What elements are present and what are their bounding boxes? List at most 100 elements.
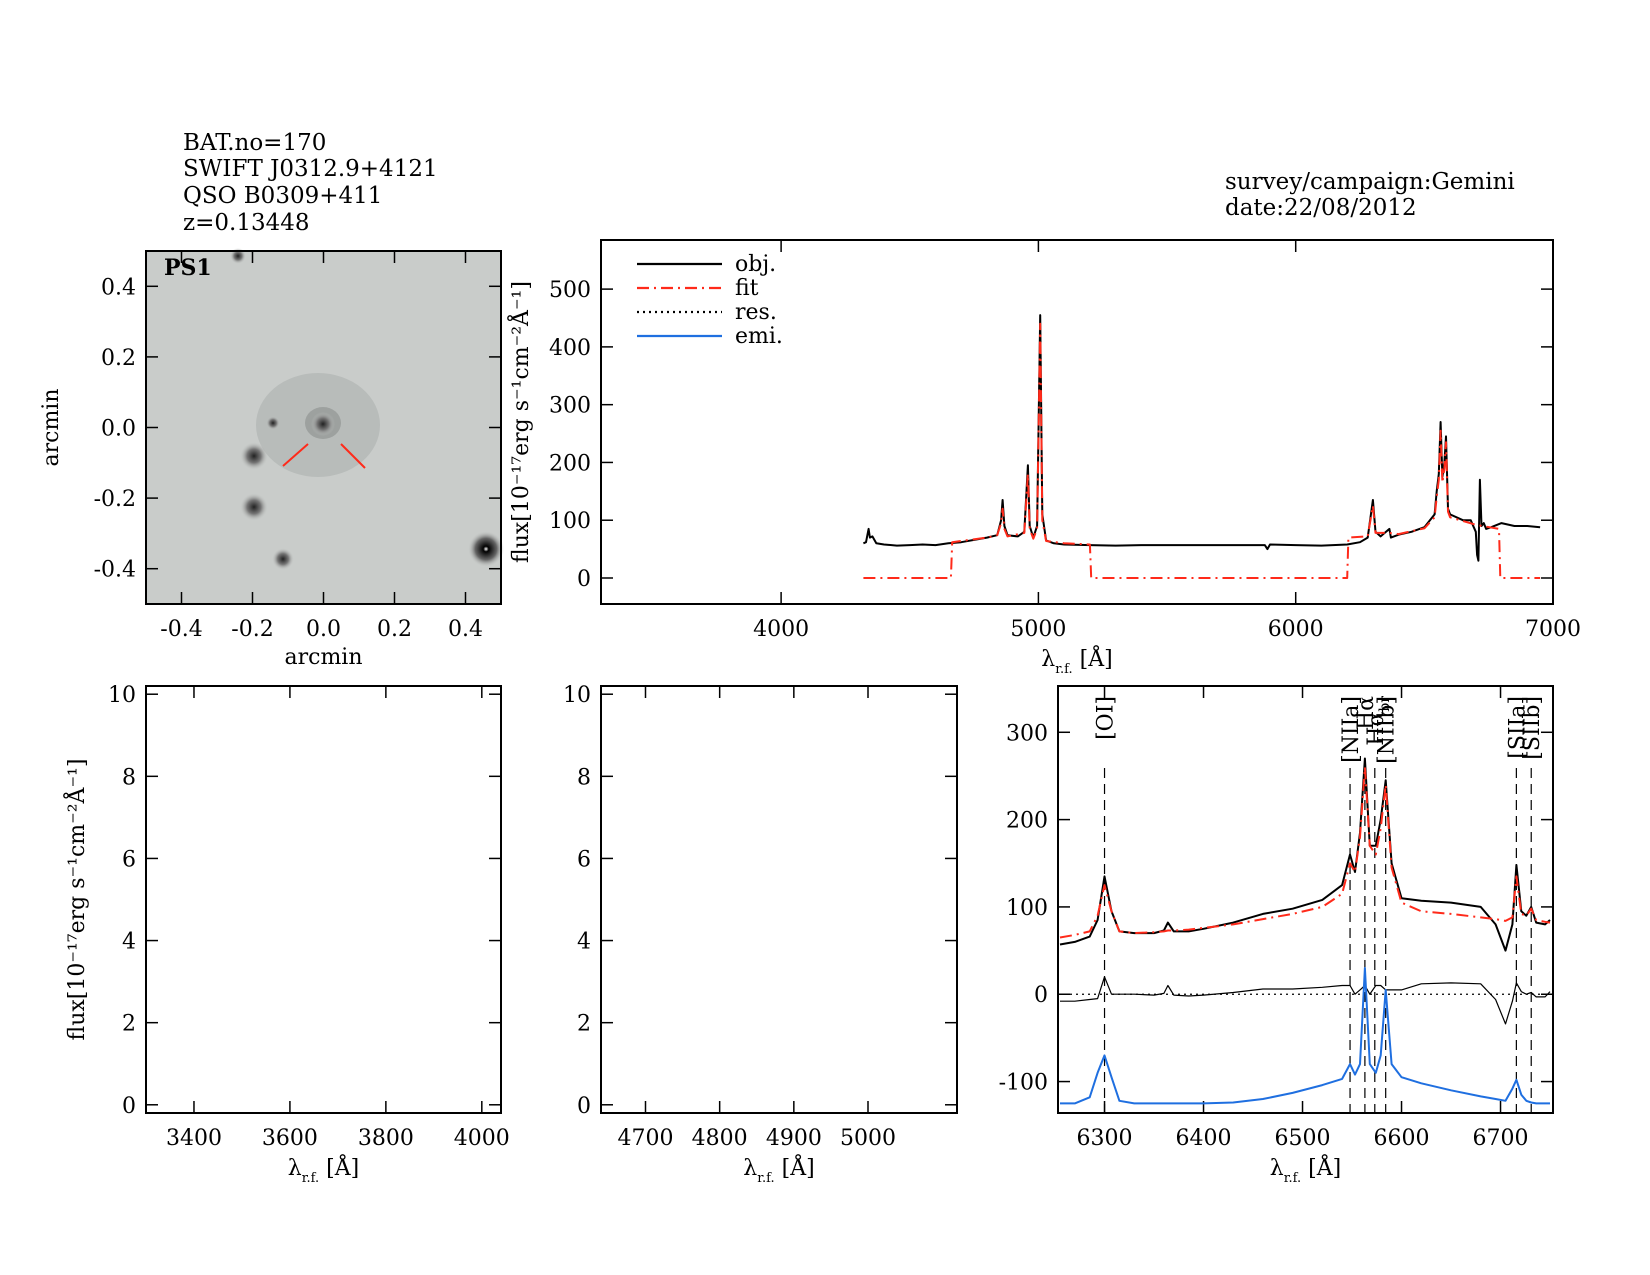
x-tick-label: 7000 (1525, 617, 1581, 642)
x-tick-label: 0.2 (377, 617, 412, 642)
y-axis-label: flux[10⁻¹⁷erg s⁻¹cm⁻²Å⁻¹] (62, 759, 90, 1041)
y-tick-label: 2 (122, 1012, 136, 1037)
line-marker-label-sub: br (1377, 696, 1393, 712)
x-tick-label: 5000 (1010, 617, 1066, 642)
x-tick-label: -0.4 (160, 617, 202, 642)
line-marker-label: [NIIb] (1375, 696, 1400, 764)
plot-frame (600, 685, 958, 1114)
x-axis-label-unit: [Å] (319, 1153, 359, 1181)
y-tick-label: 0.0 (101, 417, 136, 442)
x-tick-label: 5000 (840, 1126, 896, 1151)
line-marker-label-text: [NIIb] (1375, 696, 1400, 764)
x-tick-label: 6300 (1077, 1126, 1133, 1151)
y-tick-label: -0.2 (94, 487, 136, 512)
y-tick-label: 6 (122, 847, 136, 872)
x-tick-label: 6000 (1268, 617, 1324, 642)
y-tick-label: 8 (122, 765, 136, 790)
x-tick-label: 6700 (1473, 1126, 1529, 1151)
legend-label: obj. (735, 252, 776, 277)
x-tick-label: 4900 (766, 1126, 822, 1151)
y-tick-label: 300 (1006, 721, 1048, 746)
x-tick-label: 4000 (454, 1126, 510, 1151)
plot-frame (145, 250, 502, 605)
y-tick-label: 4 (122, 930, 136, 955)
line-marker-label: [OI] (1094, 696, 1119, 740)
x-axis-label-unit: [Å] (1301, 1153, 1341, 1181)
plot-frame (145, 685, 502, 1114)
y-tick-label: 200 (1006, 809, 1048, 834)
x-axis-label-unit: [Å] (1073, 644, 1113, 672)
x-tick-label: -0.2 (231, 617, 273, 642)
x-tick-label: 3400 (166, 1126, 222, 1151)
y-axis-label: arcmin (39, 388, 64, 466)
x-axis-label: λr.f. [Å] (1270, 1153, 1341, 1186)
y-tick-label: 2 (577, 1012, 591, 1037)
y-tick-label: 0 (122, 1094, 136, 1119)
y-tick-label: 100 (549, 509, 591, 534)
x-axis-label-sub: r.f. (757, 1171, 774, 1186)
y-tick-label: 0.4 (101, 275, 136, 300)
legend-label: res. (735, 300, 777, 325)
x-axis-label-sub: r.f. (1055, 662, 1072, 677)
y-tick-label: 0 (577, 567, 591, 592)
plot-frame (600, 239, 1554, 605)
header-line: QSO B0309+411 (183, 183, 382, 209)
header-line: survey/campaign:Gemini (1225, 169, 1515, 195)
y-tick-label: 100 (1006, 896, 1048, 921)
y-tick-label: -0.4 (94, 558, 136, 583)
series-line (863, 314, 1541, 562)
line-marker-label: Hα (1354, 696, 1379, 730)
line-marker-label-text: [OI] (1094, 696, 1119, 740)
header-line: z=0.13448 (183, 210, 310, 236)
header-line: BAT.no=170 (183, 130, 326, 156)
x-tick-label: 4000 (753, 617, 809, 642)
y-axis-label: flux[10⁻¹⁷erg s⁻¹cm⁻²Å⁻¹] (506, 281, 534, 563)
x-axis-label-symbol: λ (1270, 1156, 1284, 1181)
y-tick-label: 6 (577, 847, 591, 872)
x-axis-label-sub: r.f. (1284, 1171, 1301, 1186)
line-marker-label-text: [SIIb] (1520, 696, 1545, 760)
x-axis-label-symbol: λ (743, 1156, 757, 1181)
x-axis-label: λr.f. [Å] (1041, 644, 1112, 677)
x-tick-label: 4800 (692, 1126, 748, 1151)
x-axis-label-unit: [Å] (775, 1153, 815, 1181)
x-axis-label: arcmin (284, 645, 362, 670)
y-tick-label: 400 (549, 336, 591, 361)
y-tick-label: 300 (549, 394, 591, 419)
x-tick-label: 0.0 (306, 617, 341, 642)
header-line: SWIFT J0312.9+4121 (183, 156, 438, 182)
y-tick-label: 0.2 (101, 346, 136, 371)
legend-label: emi. (735, 324, 783, 349)
plot-frame (1057, 685, 1554, 1114)
x-tick-label: 3600 (262, 1126, 318, 1151)
x-tick-label: 4700 (618, 1126, 674, 1151)
line-marker-label: [NIIa] (1339, 696, 1364, 763)
y-tick-label: 8 (577, 765, 591, 790)
y-tick-label: 0 (577, 1094, 591, 1119)
y-tick-label: 4 (577, 930, 591, 955)
y-tick-label: 10 (563, 683, 591, 708)
line-marker-label-text: [NIIa] (1339, 696, 1364, 763)
x-axis-label: λr.f. [Å] (743, 1153, 814, 1186)
y-tick-label: 10 (108, 683, 136, 708)
line-marker-label: Hαbr (1364, 696, 1393, 746)
y-tick-label: -100 (999, 1071, 1048, 1096)
line-marker-label-text: Hα (1354, 696, 1379, 730)
x-tick-label: 6500 (1275, 1126, 1331, 1151)
x-tick-label: 6400 (1176, 1126, 1232, 1151)
y-tick-label: 200 (549, 451, 591, 476)
sky-image (146, 248, 504, 604)
header-line: date:22/08/2012 (1225, 195, 1417, 221)
x-axis-label-symbol: λ (1041, 647, 1055, 672)
line-marker-label: [SIIb] (1520, 696, 1545, 760)
x-axis-label: λr.f. [Å] (288, 1153, 359, 1186)
image-label: PS1 (164, 255, 212, 281)
line-marker-label-text: [SIIa] (1505, 696, 1530, 759)
series-line (1060, 967, 1550, 1105)
y-tick-label: 500 (549, 278, 591, 303)
y-tick-label: 0 (1034, 983, 1048, 1008)
series-line (863, 322, 1541, 579)
x-axis-label-symbol: λ (288, 1156, 302, 1181)
series-line (1059, 766, 1551, 939)
